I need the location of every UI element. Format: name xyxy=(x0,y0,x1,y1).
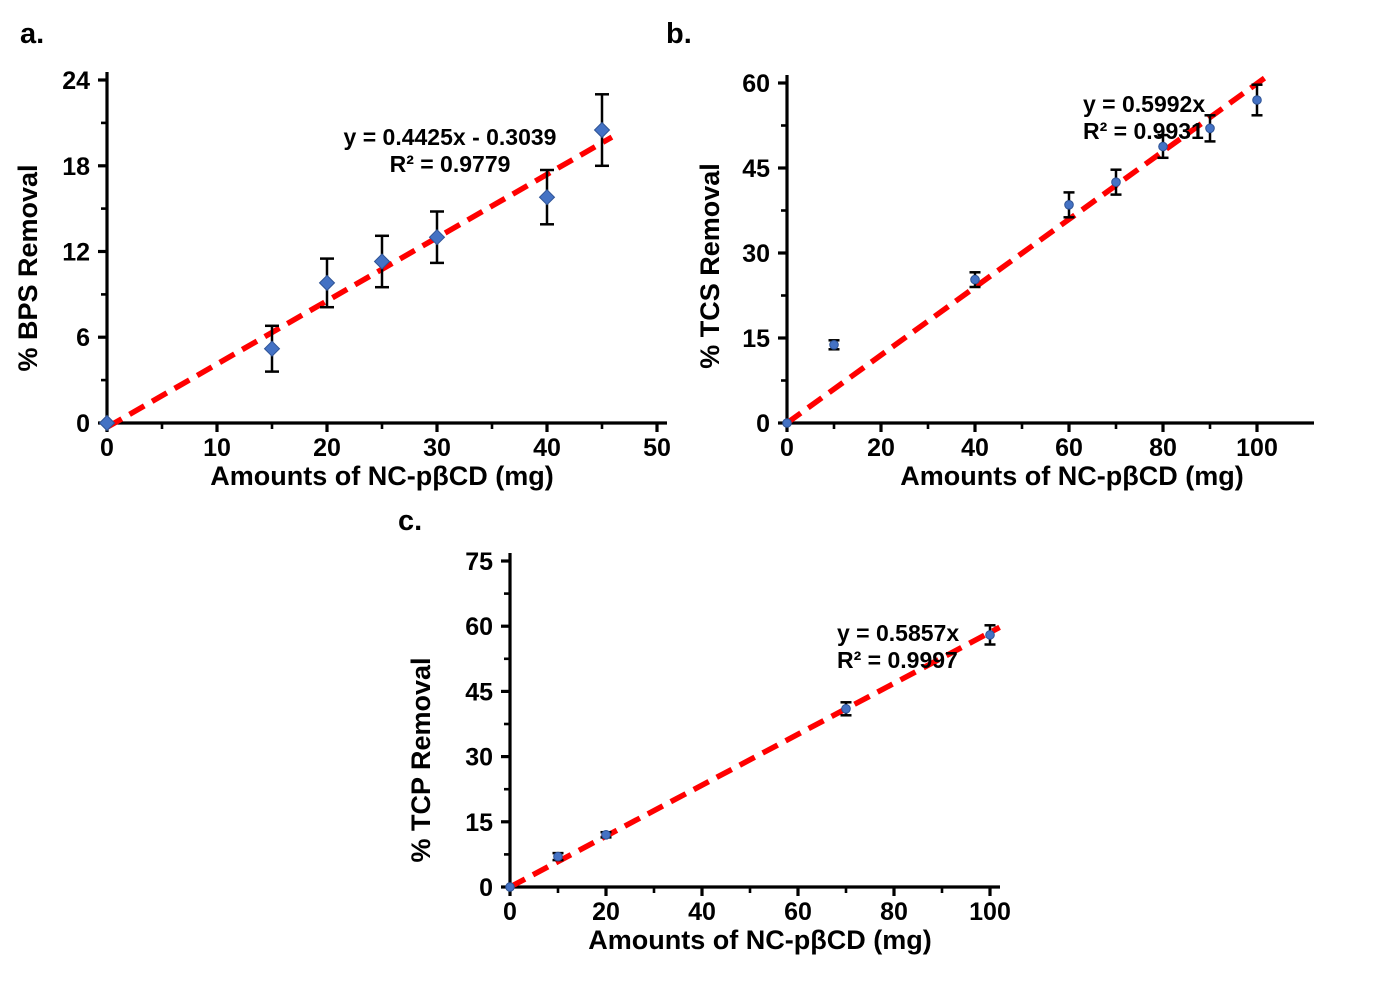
svg-text:30: 30 xyxy=(742,240,770,268)
svg-text:20: 20 xyxy=(592,898,620,926)
svg-text:45: 45 xyxy=(742,155,770,183)
svg-text:30: 30 xyxy=(465,744,493,772)
svg-text:6: 6 xyxy=(76,324,90,352)
svg-text:60: 60 xyxy=(784,898,812,926)
svg-text:0: 0 xyxy=(76,410,90,438)
svg-text:0: 0 xyxy=(100,434,114,462)
svg-text:0: 0 xyxy=(780,434,794,462)
svg-text:% BPS Removal: % BPS Removal xyxy=(13,164,43,371)
svg-text:80: 80 xyxy=(1149,434,1177,462)
svg-text:20: 20 xyxy=(867,434,895,462)
svg-text:R² = 0.9997: R² = 0.9997 xyxy=(837,647,958,673)
svg-text:y = 0.4425x - 0.3039: y = 0.4425x - 0.3039 xyxy=(344,124,557,150)
svg-text:40: 40 xyxy=(961,434,989,462)
svg-text:40: 40 xyxy=(533,434,561,462)
svg-text:60: 60 xyxy=(1055,434,1083,462)
svg-text:24: 24 xyxy=(62,67,90,95)
svg-text:100: 100 xyxy=(1236,434,1278,462)
svg-text:18: 18 xyxy=(62,153,90,181)
svg-text:Amounts of NC-pβCD (mg): Amounts of NC-pβCD (mg) xyxy=(210,461,553,491)
svg-text:10: 10 xyxy=(203,434,231,462)
svg-text:60: 60 xyxy=(465,613,493,641)
svg-text:R² = 0.9779: R² = 0.9779 xyxy=(390,151,511,177)
svg-text:% TCS Removal: % TCS Removal xyxy=(695,163,725,369)
svg-text:45: 45 xyxy=(465,678,493,706)
svg-text:y = 0.5857x: y = 0.5857x xyxy=(837,620,959,646)
svg-text:Amounts of NC-pβCD (mg): Amounts of NC-pβCD (mg) xyxy=(588,925,931,955)
svg-text:15: 15 xyxy=(465,809,493,837)
svg-text:30: 30 xyxy=(423,434,451,462)
svg-text:12: 12 xyxy=(62,239,90,267)
svg-text:100: 100 xyxy=(969,898,1011,926)
svg-text:y = 0.5992x: y = 0.5992x xyxy=(1083,91,1205,117)
svg-text:0: 0 xyxy=(479,874,493,902)
svg-text:15: 15 xyxy=(742,325,770,353)
svg-text:60: 60 xyxy=(742,70,770,98)
svg-text:75: 75 xyxy=(465,548,493,576)
svg-text:0: 0 xyxy=(503,898,517,926)
svg-text:40: 40 xyxy=(688,898,716,926)
svg-text:80: 80 xyxy=(880,898,908,926)
svg-text:50: 50 xyxy=(643,434,671,462)
svg-text:0: 0 xyxy=(756,410,770,438)
svg-text:R² = 0.9931: R² = 0.9931 xyxy=(1083,118,1204,144)
svg-text:% TCP Removal: % TCP Removal xyxy=(406,657,436,862)
svg-text:20: 20 xyxy=(313,434,341,462)
svg-text:Amounts of NC-pβCD (mg): Amounts of NC-pβCD (mg) xyxy=(900,461,1243,491)
